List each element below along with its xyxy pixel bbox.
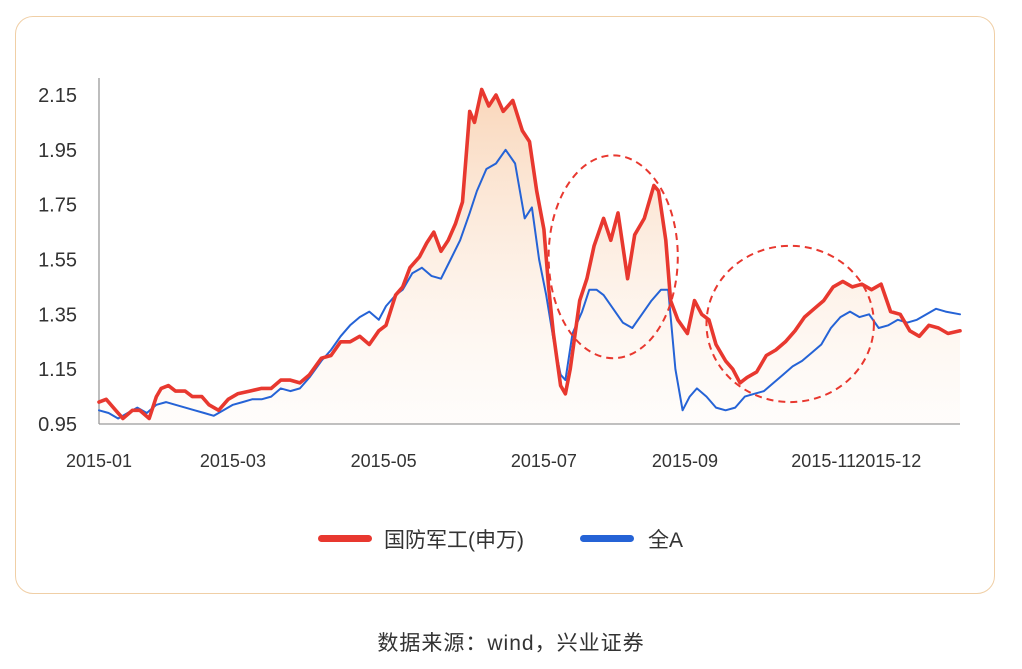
legend: 国防军工(申万) 全A (318, 529, 683, 552)
source-caption: 数据来源：wind，兴业证券 (377, 632, 645, 655)
series-area-fill (99, 89, 960, 424)
legend-label-blue: 全A (648, 529, 683, 552)
x-tick-label: 2015-11 (791, 451, 856, 471)
legend-swatch-red (318, 535, 372, 542)
legend-label-red: 国防军工(申万) (384, 529, 524, 552)
highlight-circle (705, 244, 875, 404)
legend-swatch-blue (580, 535, 634, 542)
y-tick-label: 1.75 (38, 195, 77, 217)
y-tick-label: 1.95 (38, 140, 77, 162)
y-tick-label: 1.15 (38, 359, 77, 381)
series-line-blue (98, 148, 961, 420)
y-tick-label: 1.55 (38, 250, 77, 272)
x-tick-label: 2015-09 (652, 451, 718, 471)
x-tick-label: 2015-07 (511, 451, 577, 471)
x-tick-label: 2015-12 (855, 451, 921, 471)
x-tick-label: 2015-03 (200, 451, 266, 471)
x-tick-label: 2015-05 (351, 451, 417, 471)
highlight-circle (547, 154, 679, 360)
y-tick-label: 0.95 (38, 414, 77, 436)
y-tick-label: 2.15 (38, 85, 77, 107)
series-line-red (97, 87, 962, 421)
x-tick-label: 2015-01 (66, 451, 132, 471)
y-tick-label: 1.35 (38, 304, 77, 326)
